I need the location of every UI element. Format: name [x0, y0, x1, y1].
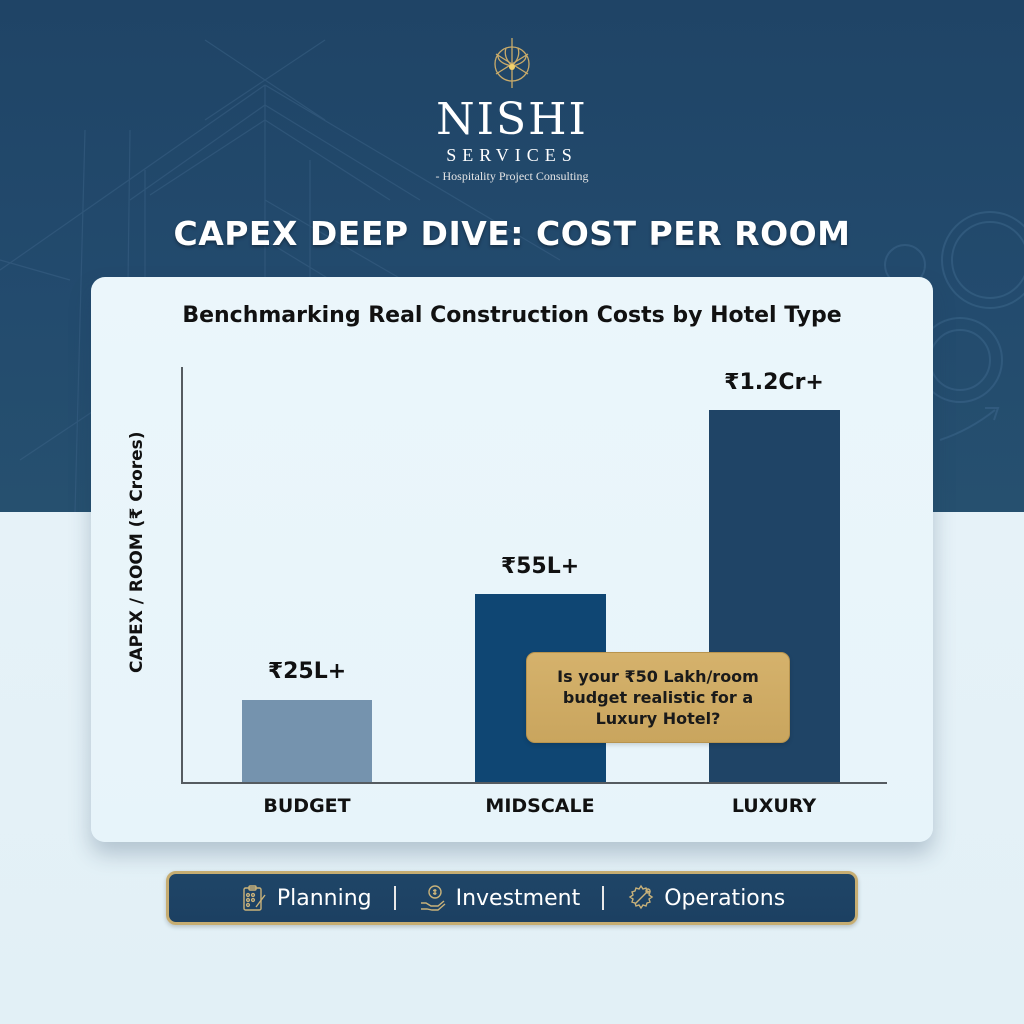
chart-card: Benchmarking Real Construction Costs by … — [91, 277, 933, 842]
bar-value-label-budget: ₹25L+ — [267, 659, 347, 684]
y-axis-label: CAPEX / ROOM (₹ Crores) — [127, 431, 147, 673]
pill-label-planning: Planning — [276, 885, 372, 911]
pill-item-planning: Planning — [239, 883, 372, 913]
gear-wrench-icon — [628, 884, 654, 910]
hand-coin-icon — [420, 885, 446, 911]
bar-value-label-luxury: ₹1.2Cr+ — [724, 370, 824, 395]
category-label-budget: BUDGET — [263, 795, 351, 817]
y-axis — [181, 367, 183, 784]
brand-subtitle: SERVICES — [446, 145, 578, 165]
pill-item-operations: Operations — [626, 883, 785, 913]
brand-name: NISHI — [436, 94, 588, 145]
page-title: CAPEX DEEP DIVE: COST PER ROOM — [173, 214, 851, 253]
pill-item-investment: Investment — [418, 883, 581, 913]
lotus-compass-icon — [494, 38, 530, 88]
clipboard-checklist-icon — [243, 885, 266, 911]
category-label-luxury: LUXURY — [731, 795, 817, 817]
pill-label-investment: Investment — [455, 885, 581, 911]
brand-logo: NISHI SERVICES - Hospitality Project Con… — [0, 36, 1024, 184]
services-pill: Planning Investment Operations — [166, 871, 858, 925]
bar-value-label-midscale: ₹55L+ — [500, 554, 580, 579]
bar-budget — [242, 700, 372, 782]
chart-title: Benchmarking Real Construction Costs by … — [182, 303, 842, 328]
callout-question: Is your ₹50 Lakh/room budget realistic f… — [526, 652, 790, 743]
separator — [393, 886, 396, 910]
separator — [602, 886, 605, 910]
brand-tagline: - Hospitality Project Consulting — [435, 169, 589, 183]
x-axis — [181, 782, 887, 784]
category-label-midscale: MIDSCALE — [485, 795, 595, 817]
pill-label-operations: Operations — [664, 885, 786, 911]
